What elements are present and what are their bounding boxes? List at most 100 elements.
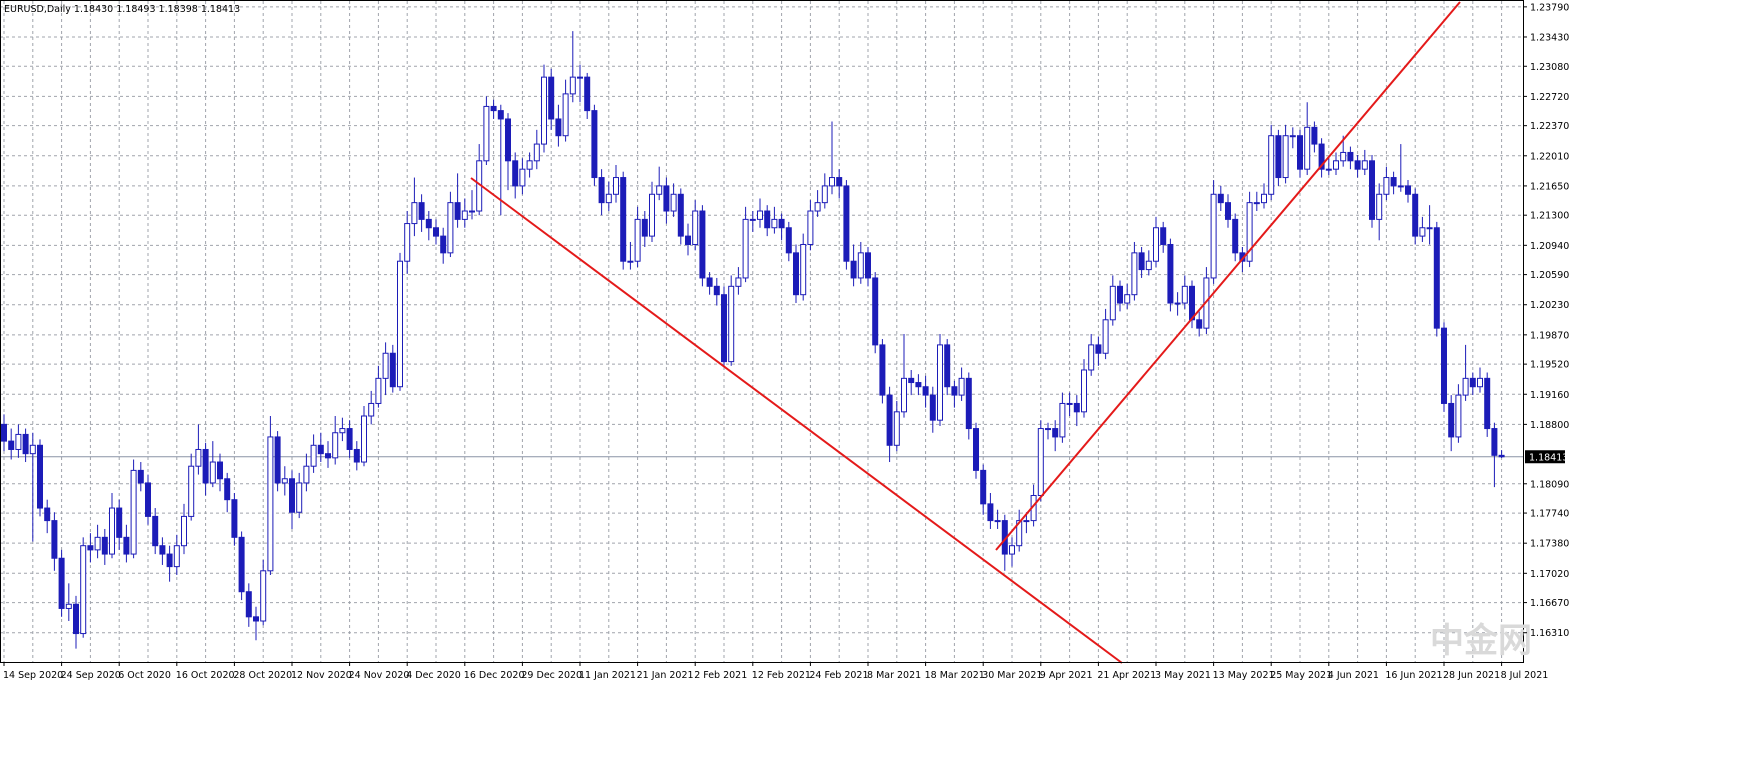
x-tick-label: 16 Oct 2020 [176, 670, 235, 681]
trend-line [995, 1, 1461, 551]
axes: 1.23790 1.23430 1.23080 1.22720 1.22370 1.220… [3, 2, 1569, 681]
trend-line [470, 177, 1123, 664]
candle-body [22, 433, 29, 455]
y-tick-label: 1.19870 [1530, 330, 1569, 341]
candle-body [605, 193, 612, 204]
x-tick-label: 28 Oct 2020 [233, 670, 292, 681]
candle-body [433, 227, 439, 237]
candle-body [656, 185, 663, 195]
candle-body [1102, 319, 1109, 354]
candle-body [238, 536, 245, 593]
candle-body [353, 448, 360, 463]
candle-body [598, 177, 605, 204]
candle-body [1253, 202, 1260, 205]
y-tick-label: 1.20230 [1530, 300, 1569, 311]
candle-body [713, 285, 720, 296]
candle-body [411, 202, 418, 225]
candle-body [1225, 202, 1231, 220]
candle-body [562, 93, 569, 137]
candle-body [1023, 520, 1030, 523]
x-tick-label: 2 Feb 2021 [694, 670, 747, 681]
candle-body [987, 503, 994, 522]
x-tick-label: 21 Jan 2021 [637, 670, 694, 681]
candle-body [73, 603, 79, 635]
candle-body [1181, 285, 1188, 304]
y-tick-label: 1.18800 [1530, 420, 1569, 431]
y-tick-label: 1.17740 [1530, 509, 1569, 520]
candle-body [641, 218, 648, 237]
candle-body [541, 76, 547, 145]
candle-body [425, 218, 432, 229]
x-tick-label: 4 Dec 2020 [406, 670, 461, 681]
candle-body [224, 478, 231, 501]
candle-body [1217, 193, 1224, 204]
candle-body [101, 536, 108, 555]
candle-body [800, 243, 807, 296]
candle-body [497, 110, 504, 120]
x-tick-label: 16 Dec 2020 [464, 670, 525, 681]
candle-body [886, 394, 893, 446]
candle-body [627, 260, 634, 263]
candle-body [1153, 227, 1159, 262]
candle-body [303, 465, 310, 484]
candle-body [526, 160, 533, 170]
candle-body [1, 423, 7, 442]
candle-body [389, 352, 396, 388]
candle-body [742, 218, 749, 279]
candle-body [253, 616, 259, 622]
candle-body [1498, 454, 1505, 458]
candle-body [1037, 428, 1044, 496]
candle-body [58, 557, 65, 609]
candle-body [44, 507, 51, 522]
candle-body [339, 428, 346, 434]
candle-body [1462, 377, 1469, 396]
y-tick-label: 1.23430 [1530, 32, 1569, 43]
y-tick-label: 1.22370 [1530, 121, 1569, 132]
candle-body [1469, 377, 1476, 388]
y-tick-label: 1.22010 [1530, 151, 1569, 162]
candle-body [1282, 135, 1289, 179]
candle-body [519, 168, 526, 187]
candle-body [87, 545, 94, 551]
candle-body [613, 177, 619, 195]
candle-body [145, 482, 151, 517]
candle-body [159, 545, 166, 555]
candle-body [173, 545, 180, 568]
candle-body [361, 415, 367, 463]
x-tick-label: 16 Jun 2021 [1385, 670, 1442, 681]
candle-body [1289, 135, 1296, 138]
candle-body [843, 185, 850, 262]
candle-body [908, 377, 915, 384]
candle-body [980, 469, 987, 505]
candle-body [483, 105, 490, 162]
y-tick-label: 1.17020 [1530, 569, 1569, 580]
candle-body [181, 515, 187, 547]
candle-body [1261, 193, 1267, 204]
candle-body [937, 344, 943, 421]
candle-body [699, 210, 706, 279]
candle-body [973, 428, 979, 471]
candle-body [195, 448, 202, 467]
candle-body [749, 218, 756, 221]
candle-body [375, 377, 382, 404]
candle-body [814, 202, 821, 212]
candle-body [123, 536, 130, 555]
candle-body [209, 461, 216, 484]
candle-body [1477, 377, 1483, 388]
candle-body [8, 440, 15, 450]
candle-body [893, 411, 900, 446]
candle-body [418, 202, 425, 220]
y-tick-label: 1.19520 [1530, 360, 1569, 371]
candle-body [289, 478, 295, 513]
y-tick-label: 1.21650 [1530, 181, 1569, 192]
watermark: 中金网 [1430, 621, 1532, 661]
candle-body [1340, 151, 1347, 162]
candle-body [1491, 428, 1498, 456]
candle-body [1297, 135, 1303, 170]
candle-body [1246, 202, 1253, 262]
candle-body [922, 386, 929, 396]
y-tick-label: 1.23790 [1530, 2, 1569, 13]
x-tick-label: 13 May 2021 [1213, 670, 1275, 681]
candle-body [1066, 402, 1073, 405]
